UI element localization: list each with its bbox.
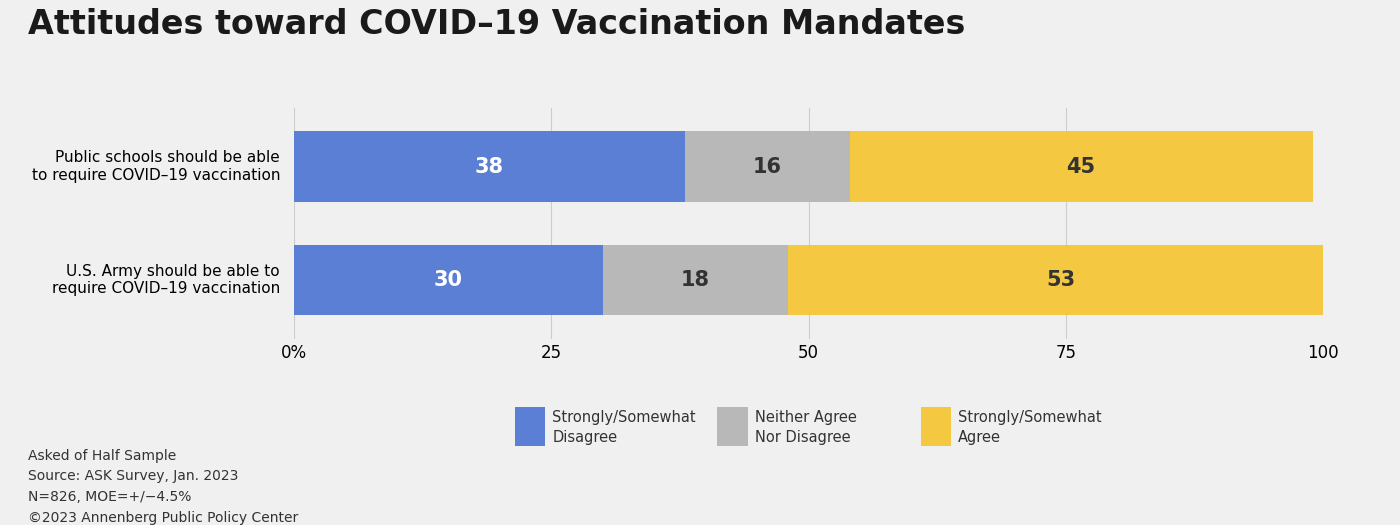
- Text: 38: 38: [475, 156, 504, 176]
- Text: Attitudes toward COVID–19 Vaccination Mandates: Attitudes toward COVID–19 Vaccination Ma…: [28, 8, 966, 41]
- Bar: [294, 131, 685, 202]
- Bar: [685, 131, 850, 202]
- Text: Asked of Half Sample
Source: ASK Survey, Jan. 2023
N=826, MOE=+/−4.5%
©2023 Anne: Asked of Half Sample Source: ASK Survey,…: [28, 449, 298, 524]
- Text: Strongly/Somewhat
Disagree: Strongly/Somewhat Disagree: [553, 411, 696, 445]
- Text: Strongly/Somewhat
Agree: Strongly/Somewhat Agree: [958, 411, 1102, 445]
- Text: Neither Agree
Nor Disagree: Neither Agree Nor Disagree: [756, 411, 857, 445]
- Text: 16: 16: [753, 156, 781, 176]
- Text: 45: 45: [1067, 156, 1096, 176]
- Text: 53: 53: [1046, 270, 1075, 290]
- Text: 18: 18: [680, 270, 710, 290]
- Bar: [294, 245, 603, 315]
- Bar: [603, 245, 788, 315]
- Bar: [850, 131, 1313, 202]
- Text: 30: 30: [434, 270, 463, 290]
- Bar: [788, 245, 1333, 315]
